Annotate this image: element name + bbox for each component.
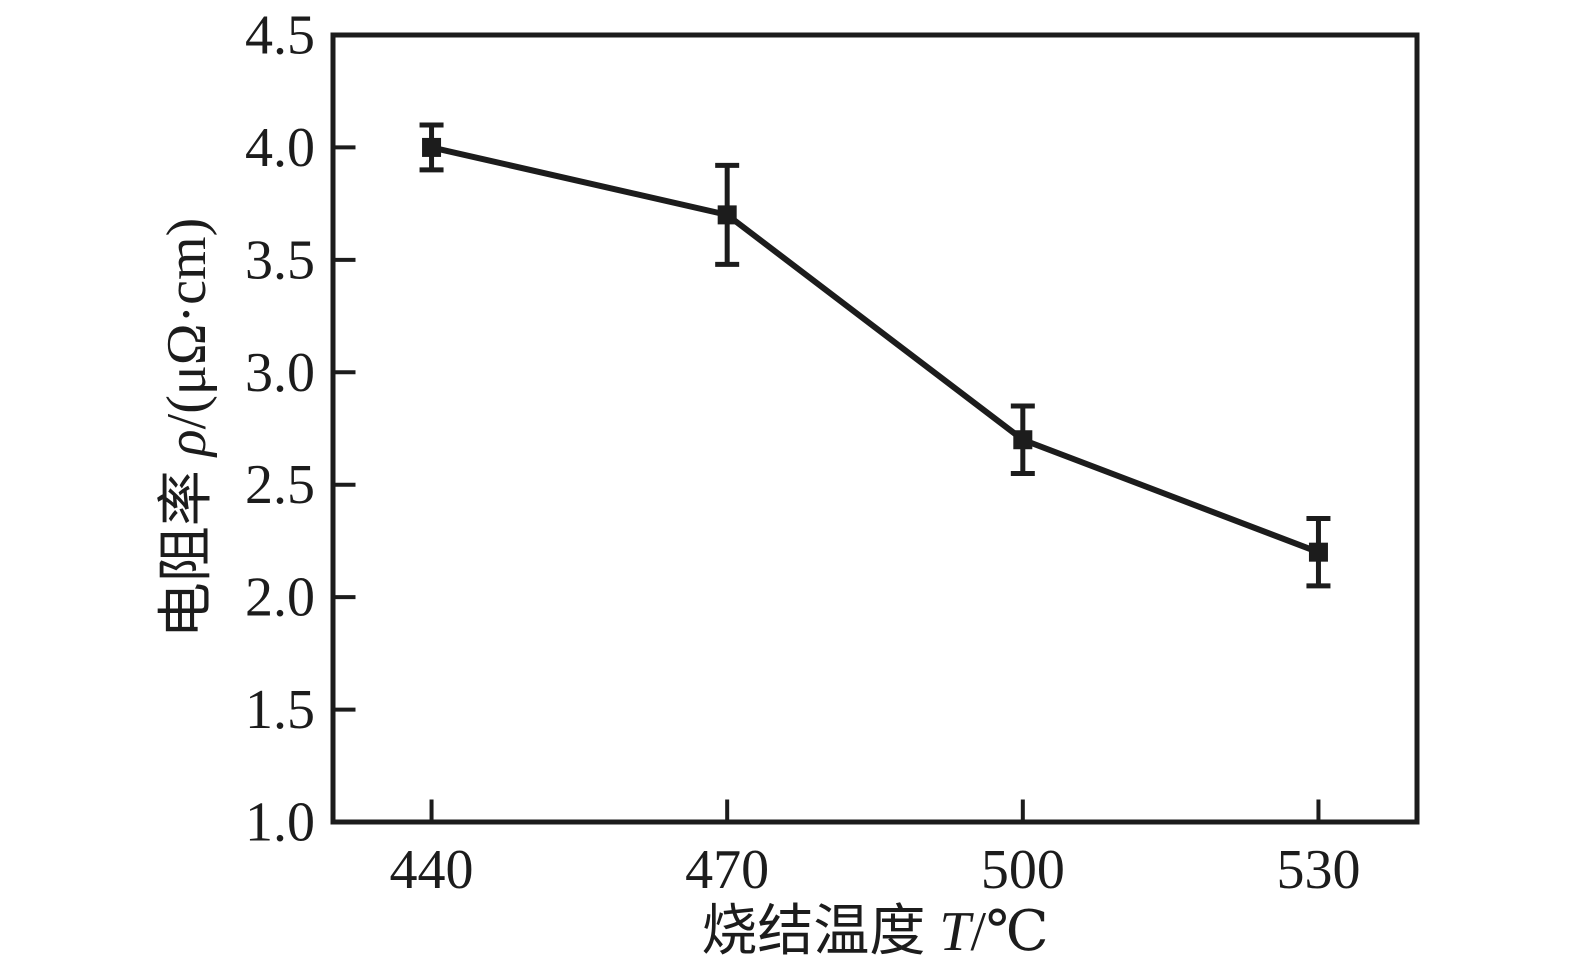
y-tick-label: 3.0 <box>245 342 315 404</box>
x-axis-title-symbol: T <box>939 901 971 963</box>
x-axis-title: 烧结温度 T/℃ <box>333 901 1417 964</box>
y-tick-label: 1.0 <box>245 791 315 853</box>
y-tick-label: 4.0 <box>245 117 315 179</box>
y-axis-title: 电阻率 ρ/(μΩ·cm) <box>156 217 219 639</box>
y-tick-label: 2.0 <box>245 567 315 629</box>
y-tick-label: 3.5 <box>245 229 315 291</box>
y-tick-label: 2.5 <box>245 454 315 516</box>
x-axis-title-suffix: /℃ <box>970 901 1049 963</box>
y-tick-label: 4.5 <box>245 4 315 66</box>
y-axis-title-symbol: ρ <box>156 429 219 457</box>
x-tick-label: 500 <box>981 839 1065 901</box>
x-tick-label: 530 <box>1276 839 1360 901</box>
data-point-marker <box>1013 430 1033 450</box>
data-point-marker <box>422 137 442 157</box>
x-tick-label: 470 <box>685 839 769 901</box>
y-axis-title-suffix: /(μΩ·cm) <box>156 217 219 430</box>
x-axis-title-prefix: 烧结温度 <box>701 901 940 963</box>
x-tick-label: 440 <box>390 839 474 901</box>
y-tick-label: 1.5 <box>245 679 315 741</box>
data-line <box>430 144 1320 555</box>
data-point-marker <box>717 205 737 225</box>
data-point-marker <box>1308 542 1328 562</box>
plot-border <box>330 32 1420 825</box>
y-axis-title-prefix: 电阻率 <box>156 456 219 639</box>
